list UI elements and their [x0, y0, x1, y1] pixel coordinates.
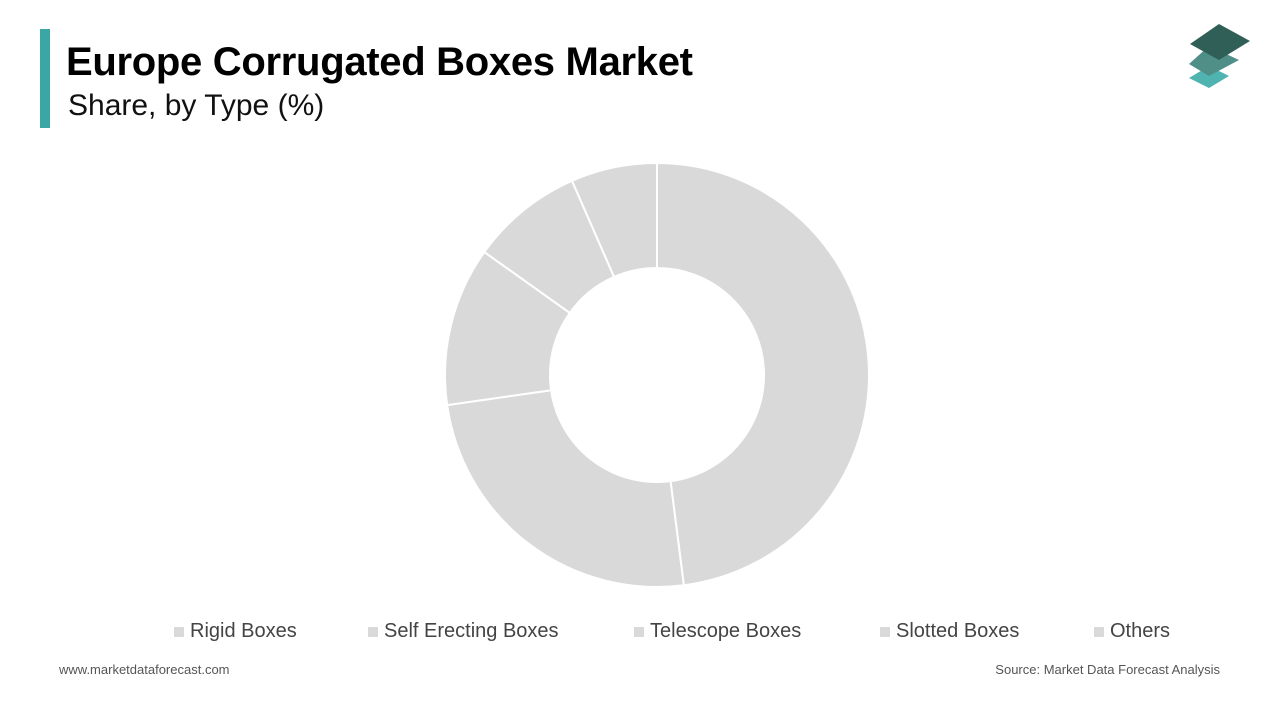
chart-subtitle: Share, by Type (%) [68, 89, 325, 122]
legend-label: Slotted Boxes [896, 620, 1020, 642]
legend-swatch [1094, 626, 1104, 637]
logo-layer-middle [1189, 46, 1239, 76]
legend-item-telescope-boxes: Telescope Boxes [634, 620, 801, 643]
logo-layer-bottom [1189, 66, 1229, 88]
source-footer: Source: Market Data Forecast Analysis [995, 662, 1220, 677]
legend-item-others: Others [1094, 620, 1170, 643]
legend-label: Self Erecting Boxes [384, 620, 559, 642]
legend-swatch [174, 626, 184, 637]
legend-label: Telescope Boxes [650, 620, 802, 642]
title-accent-bar [40, 29, 50, 128]
chart-title: Europe Corrugated Boxes Market [66, 40, 693, 84]
donut-slice-rigid-boxes [656, 161, 870, 587]
stacked-layers-icon [1189, 24, 1250, 88]
chart-legend: Rigid Boxes Self Erecting Boxes Telescope … [0, 620, 1280, 646]
legend-swatch [634, 626, 644, 637]
legend-swatch [368, 626, 378, 637]
donut-slice-others [570, 161, 658, 279]
legend-label: Rigid Boxes [190, 620, 297, 642]
legend-item-rigid-boxes: Rigid Boxes [174, 620, 297, 643]
legend-label: Others [1110, 620, 1171, 642]
logo-layer-top [1190, 24, 1250, 60]
website-footer: www.marketdataforecast.com [59, 662, 230, 677]
legend-item-slotted-boxes: Slotted Boxes [880, 620, 1019, 643]
donut-slice-self-erecting-boxes [446, 389, 685, 588]
legend-swatch [880, 626, 890, 637]
legend-item-self-erecting-boxes: Self Erecting Boxes [368, 620, 559, 643]
